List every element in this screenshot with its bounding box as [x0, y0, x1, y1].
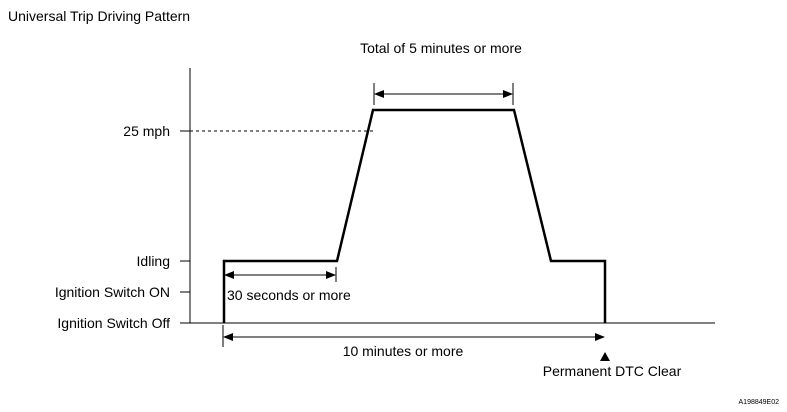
dtc-clear-label: Permanent DTC Clear [543, 363, 682, 379]
diagram-title: Universal Trip Driving Pattern [8, 8, 190, 24]
label-ignition-on: Ignition Switch ON [55, 284, 170, 300]
label-ignition-off: Ignition Switch Off [57, 315, 170, 331]
figure-code: A198849E02 [739, 399, 780, 406]
dtc-clear-marker-triangle [600, 352, 610, 361]
total-duration-label: Total of 5 minutes or more [360, 40, 522, 56]
overall-duration-label: 10 minutes or more [343, 343, 464, 359]
idle-duration-label: 30 seconds or more [227, 287, 351, 303]
driving-pattern-profile [222, 108, 607, 323]
label-25mph: 25 mph [123, 123, 170, 139]
label-idling: Idling [137, 253, 170, 269]
